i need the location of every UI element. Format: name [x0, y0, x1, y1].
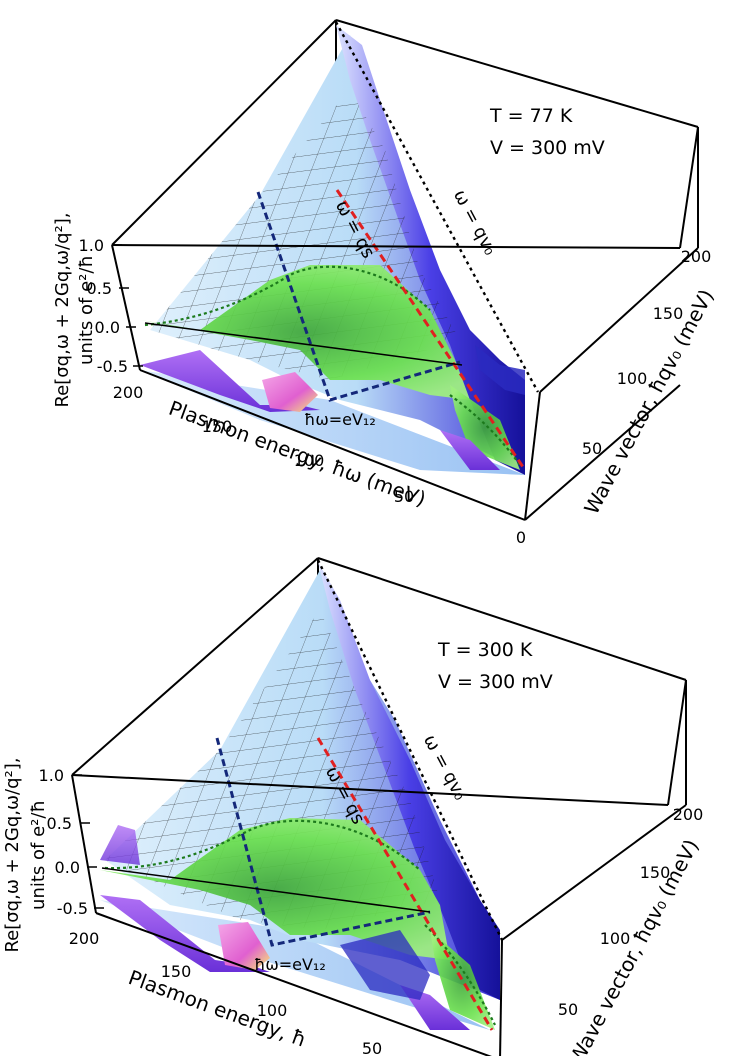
z-tick-bottom-2: 0.5	[47, 814, 72, 833]
surface-edge-violet	[140, 350, 320, 412]
z-tick-top-2: 0.5	[87, 279, 112, 298]
label-hw-eV12-top: ħω=eV₁₂	[304, 410, 376, 429]
panel-bottom-zero-plane-line	[101, 867, 431, 913]
x-tick-top-2: 150	[202, 417, 233, 436]
line-omega-qv0-b	[316, 559, 504, 941]
surface-edge-blue-right	[475, 345, 525, 395]
y-tick-bottom-4: 200	[673, 805, 704, 824]
x-tick-bottom-1: 200	[69, 929, 100, 948]
y-tick-top-3: 150	[653, 304, 684, 323]
y-axis-label-bottom: Wave vector, ħqv₀ (meV)	[564, 835, 703, 1056]
surface-dip-green	[140, 265, 470, 400]
panel-bottom-box-front	[71, 680, 687, 1056]
panel-top-z-ticks	[112, 244, 143, 367]
z-axis-label-top-1: Re[σq,ω + 2Gq,ω/q²],	[52, 212, 73, 407]
x-tick-bottom-2: 150	[161, 962, 192, 981]
annotation-voltage-top: V = 300 mV	[490, 137, 605, 159]
line-hw-eV12-b	[215, 737, 431, 947]
y-tick-bottom-1: 50	[558, 1000, 578, 1019]
annotation-voltage-bottom: V = 300 mV	[438, 671, 553, 693]
panel-top-box-front	[111, 127, 699, 521]
y-tick-top-2: 100	[617, 369, 648, 388]
surface-violet-right	[440, 430, 500, 470]
y-tick-top-4: 200	[681, 247, 712, 266]
z-tick-bottom-4: -0.5	[57, 899, 88, 918]
line-omega-qv0	[334, 21, 540, 393]
x-tick-bottom-4: 50	[362, 1039, 382, 1056]
x-tick-top-4: 50	[394, 487, 414, 506]
surface-edge-violet-b	[100, 895, 270, 972]
z-axis-label-top-2: units of e²/ħ	[76, 255, 97, 365]
panel-bottom-surface	[100, 562, 500, 1030]
surface-pink-peak	[262, 372, 318, 412]
z-tick-bottom-3: 0.0	[55, 858, 80, 877]
boundary-dotted-1-b	[104, 819, 421, 871]
label-hw-eV12-bottom: ħω=eV₁₂	[254, 955, 326, 974]
z-axis-label-bottom-1: Re[σq,ω + 2Gq,ω/q²],	[2, 757, 23, 952]
z-tick-bottom-1: 1.0	[39, 766, 64, 785]
surface-dip-green-right	[450, 385, 520, 470]
surface-pink-peak-b	[218, 922, 270, 970]
surface-dip-green-b	[100, 818, 450, 960]
panel-top-zero-plane-line	[144, 322, 463, 366]
surface-edge-left-b	[100, 825, 140, 865]
x-tick-top-1: 200	[113, 383, 144, 402]
z-axis-label-bottom-2: units of e²/ħ	[28, 800, 49, 910]
line-omega-qs	[335, 189, 527, 471]
line-omega-qs-b	[316, 737, 494, 1031]
panel-bottom-z-ticks	[72, 774, 104, 909]
y-tick-bottom-3: 150	[640, 863, 671, 882]
boundary-dotted-1	[144, 265, 431, 327]
panel-top: 1.0 0.5 0.0 -0.5 200 150 100 50 0 50 100…	[52, 19, 718, 547]
y-tick-top-1: 50	[582, 439, 602, 458]
surface-wall-b	[318, 562, 500, 1000]
z-tick-top-3: 0.0	[95, 318, 120, 337]
surface-wall	[336, 25, 525, 475]
z-tick-top-4: -0.5	[97, 357, 128, 376]
panel-top-box-back	[111, 19, 699, 249]
surface-floor-b	[100, 900, 490, 1030]
y-axis-label-top: Wave vector, ħqv₀ (meV)	[579, 285, 718, 518]
boundary-dotted-2	[449, 394, 521, 466]
z-tick-top-1: 1.0	[79, 236, 104, 255]
y-tick-bottom-2: 100	[600, 929, 631, 948]
x-tick-top-3: 100	[294, 451, 325, 470]
x-tick-bottom-3: 100	[257, 1001, 288, 1020]
line-hw-eV12	[256, 191, 461, 402]
panel-bottom: 1.0 0.5 0.0 -0.5 200 150 100 50 50 100 1…	[2, 557, 704, 1056]
annotation-temperature-bottom: T = 300 K	[437, 639, 533, 661]
x-tick-top-5: 0	[516, 528, 526, 547]
surface-edge-blue-right-b	[340, 930, 430, 1000]
annotation-temperature-top: T = 77 K	[489, 105, 573, 127]
